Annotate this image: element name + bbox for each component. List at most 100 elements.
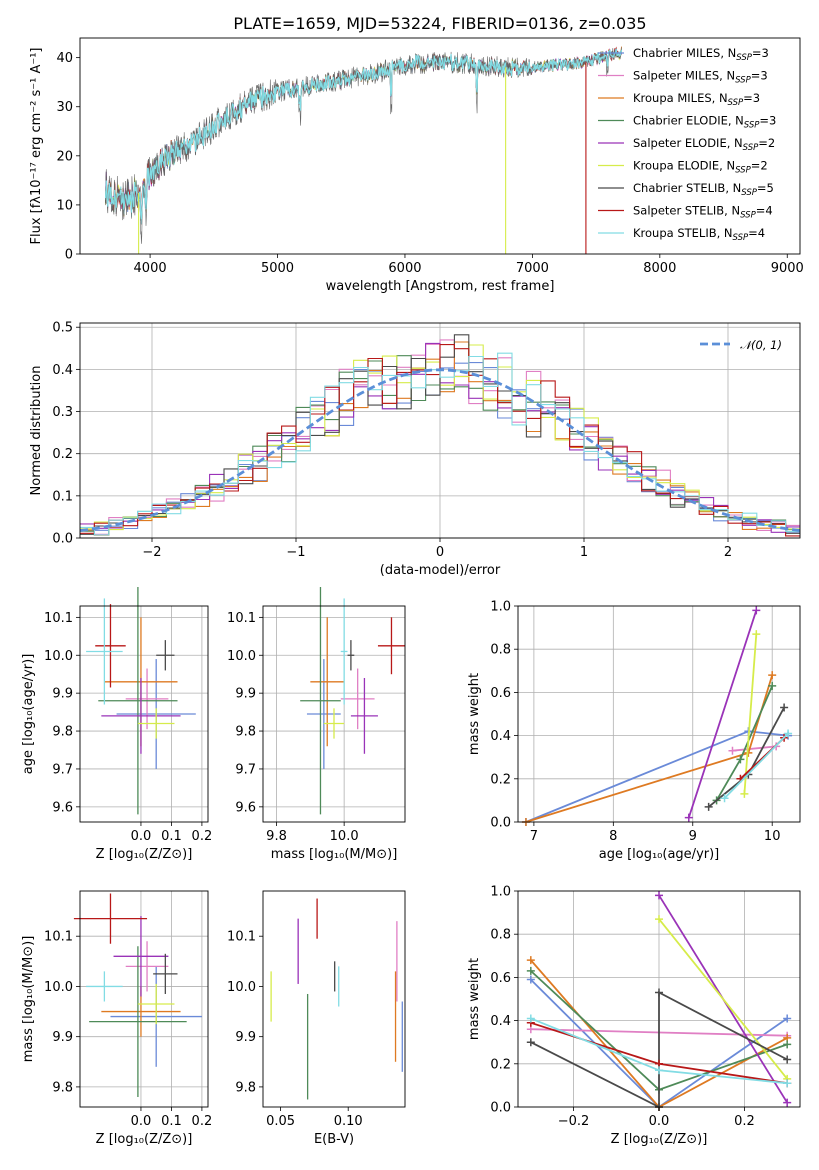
x-axis-label: mass [log₁₀(M/M⊙)]	[271, 847, 398, 862]
y-tick-label: 9.7	[52, 762, 73, 777]
y-tick-label: 10.0	[44, 649, 73, 664]
weight-marker	[704, 802, 713, 811]
axes-frame	[517, 605, 801, 823]
y-tick-label: 10	[56, 198, 73, 213]
y-tick-label: 0.2	[490, 1057, 511, 1072]
x-tick-label: 0.2	[734, 1114, 755, 1129]
plot-area	[521, 606, 793, 826]
y-tick-label: 0.3	[52, 405, 73, 420]
y-axis-label: mass weight	[467, 958, 482, 1040]
x-tick-label: 4000	[134, 261, 167, 276]
x-tick-label: 2	[724, 545, 732, 560]
y-tick-label: 0.6	[490, 686, 511, 701]
x-axis-label: age [log₁₀(age/yr)]	[599, 847, 720, 862]
residual-histogram	[80, 344, 800, 537]
y-tick-label: 10.1	[227, 930, 256, 945]
y-tick-label: 0.8	[490, 928, 511, 943]
x-axis-label: E(B-V)	[314, 1132, 354, 1147]
y-tick-label: 0.5	[52, 321, 73, 336]
legend-label: Kroupa MILES, NSSP=3	[633, 91, 760, 108]
x-tick-label: 0.0	[649, 1114, 670, 1129]
axes-frame	[79, 890, 209, 1108]
x-tick-label: 0.0	[131, 829, 152, 844]
weight-line	[732, 745, 777, 752]
x-axis-label: Z [log₁₀(Z/Z⊙)]	[96, 847, 193, 862]
y-tick-label: 1.0	[490, 600, 511, 615]
y-tick-label: 0.2	[52, 447, 73, 462]
y-tick-label: 0.6	[490, 971, 511, 986]
x-tick-label: 0.2	[192, 829, 213, 844]
plot-area	[80, 334, 800, 537]
x-tick-label: 6000	[388, 261, 421, 276]
legend-label: Salpeter ELODIE, NSSP=2	[633, 136, 775, 153]
legend-label: Salpeter MILES, NSSP=3	[633, 69, 768, 86]
kroupa-stelib-spectrum	[104, 48, 623, 220]
weight-marker	[752, 606, 761, 615]
y-axis-label: age [log₁₀(age/yr)]	[21, 654, 36, 775]
grid-lines	[518, 605, 800, 823]
y-tick-label: 9.9	[52, 1030, 73, 1045]
legend-label: 𝒩(0, 1)	[740, 338, 782, 352]
residual-legend: 𝒩(0, 1)	[700, 338, 782, 352]
y-tick-label: 40	[56, 51, 73, 66]
panel-mass-vs-EBV: 0.05 0.10 9.8 9.9 10.0 10.1 E(B-V)	[227, 890, 406, 1147]
y-tick-label: 10.1	[44, 611, 73, 626]
panel-weight-vs-age: 7 8 9 10 0.0 0.2 0.4 0.6 0.8 1.0 age [log₁₀(age/yr…	[467, 600, 801, 862]
y-tick-label: 9.9	[235, 687, 256, 702]
y-tick-label: 0.0	[490, 816, 511, 831]
y-tick-label: 0.4	[490, 1014, 511, 1029]
weight-marker	[526, 956, 535, 965]
x-tick-label: 10.0	[330, 829, 359, 844]
y-tick-label: 0.0	[52, 532, 73, 547]
weight-marker	[783, 1055, 792, 1064]
x-tick-label: 9	[689, 829, 697, 844]
panel-spectrum: 4000 5000 6000 7000 8000 9000 0 10 20 30 40 wavelen…	[29, 37, 804, 294]
weight-marker	[768, 671, 777, 680]
weight-marker	[780, 703, 789, 712]
y-tick-label: 10.1	[227, 611, 256, 626]
y-tick-label: 20	[56, 149, 73, 164]
residual-histogram	[80, 352, 800, 536]
x-axis-label: Z [log₁₀(Z/Z⊙)]	[611, 1132, 708, 1147]
y-tick-label: 9.6	[52, 800, 73, 815]
plot-area	[270, 898, 403, 1100]
x-tick-label: 7000	[516, 261, 549, 276]
legend-label: Chabrier MILES, NSSP=3	[633, 46, 769, 63]
y-tick-label: 0.4	[490, 729, 511, 744]
legend-label: Kroupa ELODIE, NSSP=2	[633, 159, 768, 176]
x-axis-label: wavelength [Angstrom, rest frame]	[326, 279, 555, 294]
weight-marker	[526, 966, 535, 975]
y-tick-label: 10.0	[227, 649, 256, 664]
figure-title: PLATE=1659, MJD=53224, FIBERID=0136, z=0…	[233, 14, 646, 33]
axes-frame	[262, 890, 406, 1108]
panel-mass-vs-Z: 0.0 0.1 0.2 9.8 9.9 10.0 10.1 Z [log₁₀(Z/Z⊙)] ma…	[21, 890, 212, 1147]
x-tick-label: 8	[609, 829, 617, 844]
normal-curve	[80, 368, 800, 532]
weight-line	[530, 991, 788, 1109]
legend-label: Chabrier STELIB, NSSP=5	[633, 181, 774, 198]
x-tick-label: 7	[530, 829, 538, 844]
weight-marker	[736, 755, 745, 764]
panel-age-vs-Z: 0.0 0.1 0.2 9.6 9.7 9.8 9.9 10.0 10.1 Z [log₁₀(Z/…	[21, 587, 212, 862]
legend-label: Salpeter STELIB, NSSP=4	[633, 204, 773, 221]
weight-marker	[655, 891, 663, 900]
weight-marker	[783, 1098, 792, 1107]
plot-area	[300, 587, 405, 815]
legend-label: Chabrier ELODIE, NSSP=3	[633, 114, 776, 131]
weight-line	[743, 634, 758, 794]
x-tick-label: −1	[286, 545, 305, 560]
y-tick-label: 9.8	[235, 725, 256, 740]
x-tick-label: 10	[764, 829, 781, 844]
weight-marker	[740, 789, 749, 798]
y-tick-label: 30	[56, 100, 73, 115]
weight-marker	[720, 794, 729, 803]
weight-marker	[526, 975, 535, 984]
y-tick-label: 9.8	[235, 1080, 256, 1095]
weight-marker	[768, 681, 777, 690]
x-tick-label: 5000	[261, 261, 294, 276]
y-tick-label: 0	[65, 248, 73, 263]
y-tick-label: 0.0	[490, 1101, 511, 1116]
y-tick-label: 9.9	[235, 1030, 256, 1045]
weight-line	[658, 918, 788, 1080]
x-tick-label: 0.0	[131, 1114, 152, 1129]
